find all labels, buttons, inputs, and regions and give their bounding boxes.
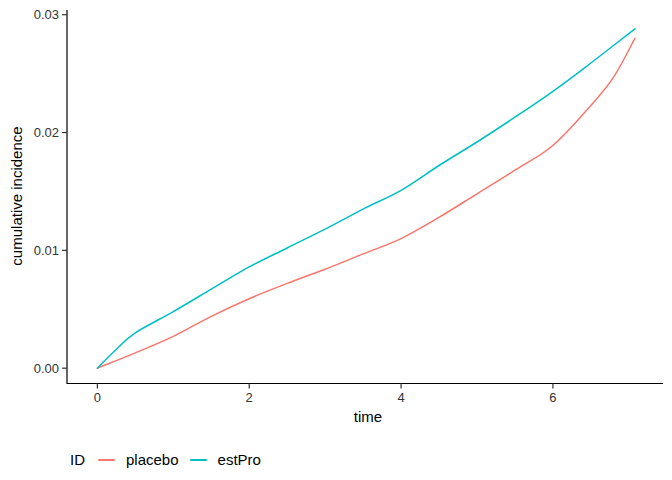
x-tick-label: 4 [397,390,404,405]
legend-label-placebo: placebo [126,451,179,468]
y-tick-label: 0.03 [34,7,59,22]
line-chart-canvas: 0 2 4 6 0.00 0.01 0.02 0.03 [0,0,672,480]
series-line-placebo [97,38,635,368]
legend-label-estpro: estPro [218,451,261,468]
x-tick-label: 0 [94,390,101,405]
y-tick-label: 0.01 [34,243,59,258]
legend: ID placebo estPro [70,451,261,468]
x-tick-label: 2 [246,390,253,405]
y-axis-title: cumulative incidence [8,126,25,265]
legend-key-estpro-icon [190,459,207,461]
figure: 0 2 4 6 0.00 0.01 0.02 0.03 cumulative incidenc… [0,0,672,480]
legend-key-placebo-icon [98,459,115,461]
x-axis-title: time [354,408,382,425]
legend-title: ID [70,451,85,468]
x-tick-label: 6 [549,390,556,405]
y-tick-label: 0.02 [34,125,59,140]
y-tick-label: 0.00 [34,361,59,376]
series-line-estPro [97,29,635,368]
